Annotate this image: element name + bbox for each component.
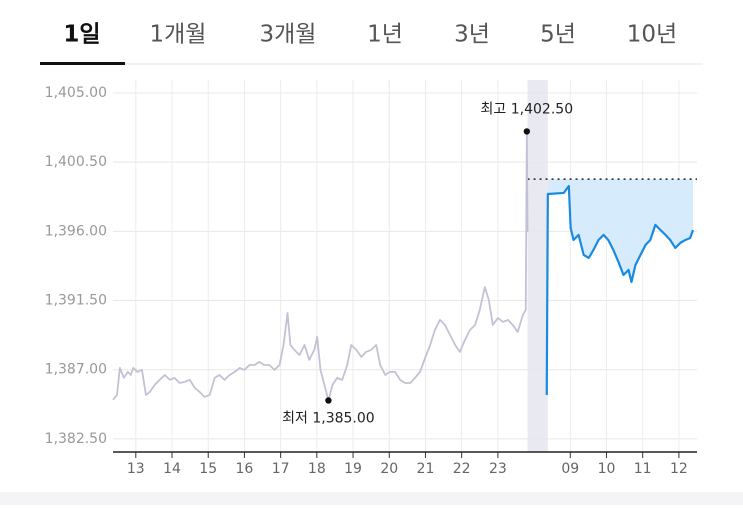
x-tick-label: 17 xyxy=(272,461,290,477)
y-tick-label: 1,382.50 xyxy=(45,431,107,447)
x-tick-label: 16 xyxy=(236,461,254,477)
tab[interactable]: 3개월 xyxy=(260,22,317,48)
y-tick-label: 1,405.00 xyxy=(45,85,107,101)
x-tick-label: 10 xyxy=(598,461,616,477)
annotation-dot xyxy=(325,397,332,404)
tab[interactable]: 1개월 xyxy=(150,22,207,48)
tab[interactable]: 5년 xyxy=(540,22,576,48)
annotation-label: 최저 1,385.00 xyxy=(282,410,375,426)
tab[interactable]: 1일 xyxy=(63,22,100,48)
tab-underline xyxy=(40,62,125,65)
x-tick-label: 13 xyxy=(127,461,145,477)
y-tick-label: 1,387.00 xyxy=(45,362,107,378)
line-series xyxy=(112,130,529,402)
x-tick-label: 23 xyxy=(489,461,507,477)
x-tick-label: 12 xyxy=(670,461,688,477)
x-tick-label: 11 xyxy=(634,461,652,477)
y-tick-label: 1,396.00 xyxy=(45,223,107,239)
annotation-label: 최고 1,402.50 xyxy=(481,101,574,117)
annotation-dot xyxy=(523,128,531,135)
x-tick-label: 21 xyxy=(417,461,435,477)
tab[interactable]: 1년 xyxy=(367,22,403,48)
y-tick-label: 1,391.50 xyxy=(45,293,107,309)
line-series xyxy=(545,184,695,395)
x-tick-label: 20 xyxy=(380,461,398,477)
bottom-strip xyxy=(0,492,743,505)
x-tick-label: 18 xyxy=(308,461,326,477)
x-tick-label: 09 xyxy=(561,461,579,477)
tab[interactable]: 10년 xyxy=(627,22,677,48)
x-tick-label: 22 xyxy=(453,461,471,477)
area-fill xyxy=(547,179,694,282)
x-tick-label: 14 xyxy=(163,461,181,477)
x-tick-label: 15 xyxy=(199,461,217,477)
x-tick-label: 19 xyxy=(344,461,362,477)
y-tick-label: 1,400.50 xyxy=(45,154,107,170)
highlight-band xyxy=(527,80,548,452)
tab[interactable]: 3년 xyxy=(454,22,490,48)
